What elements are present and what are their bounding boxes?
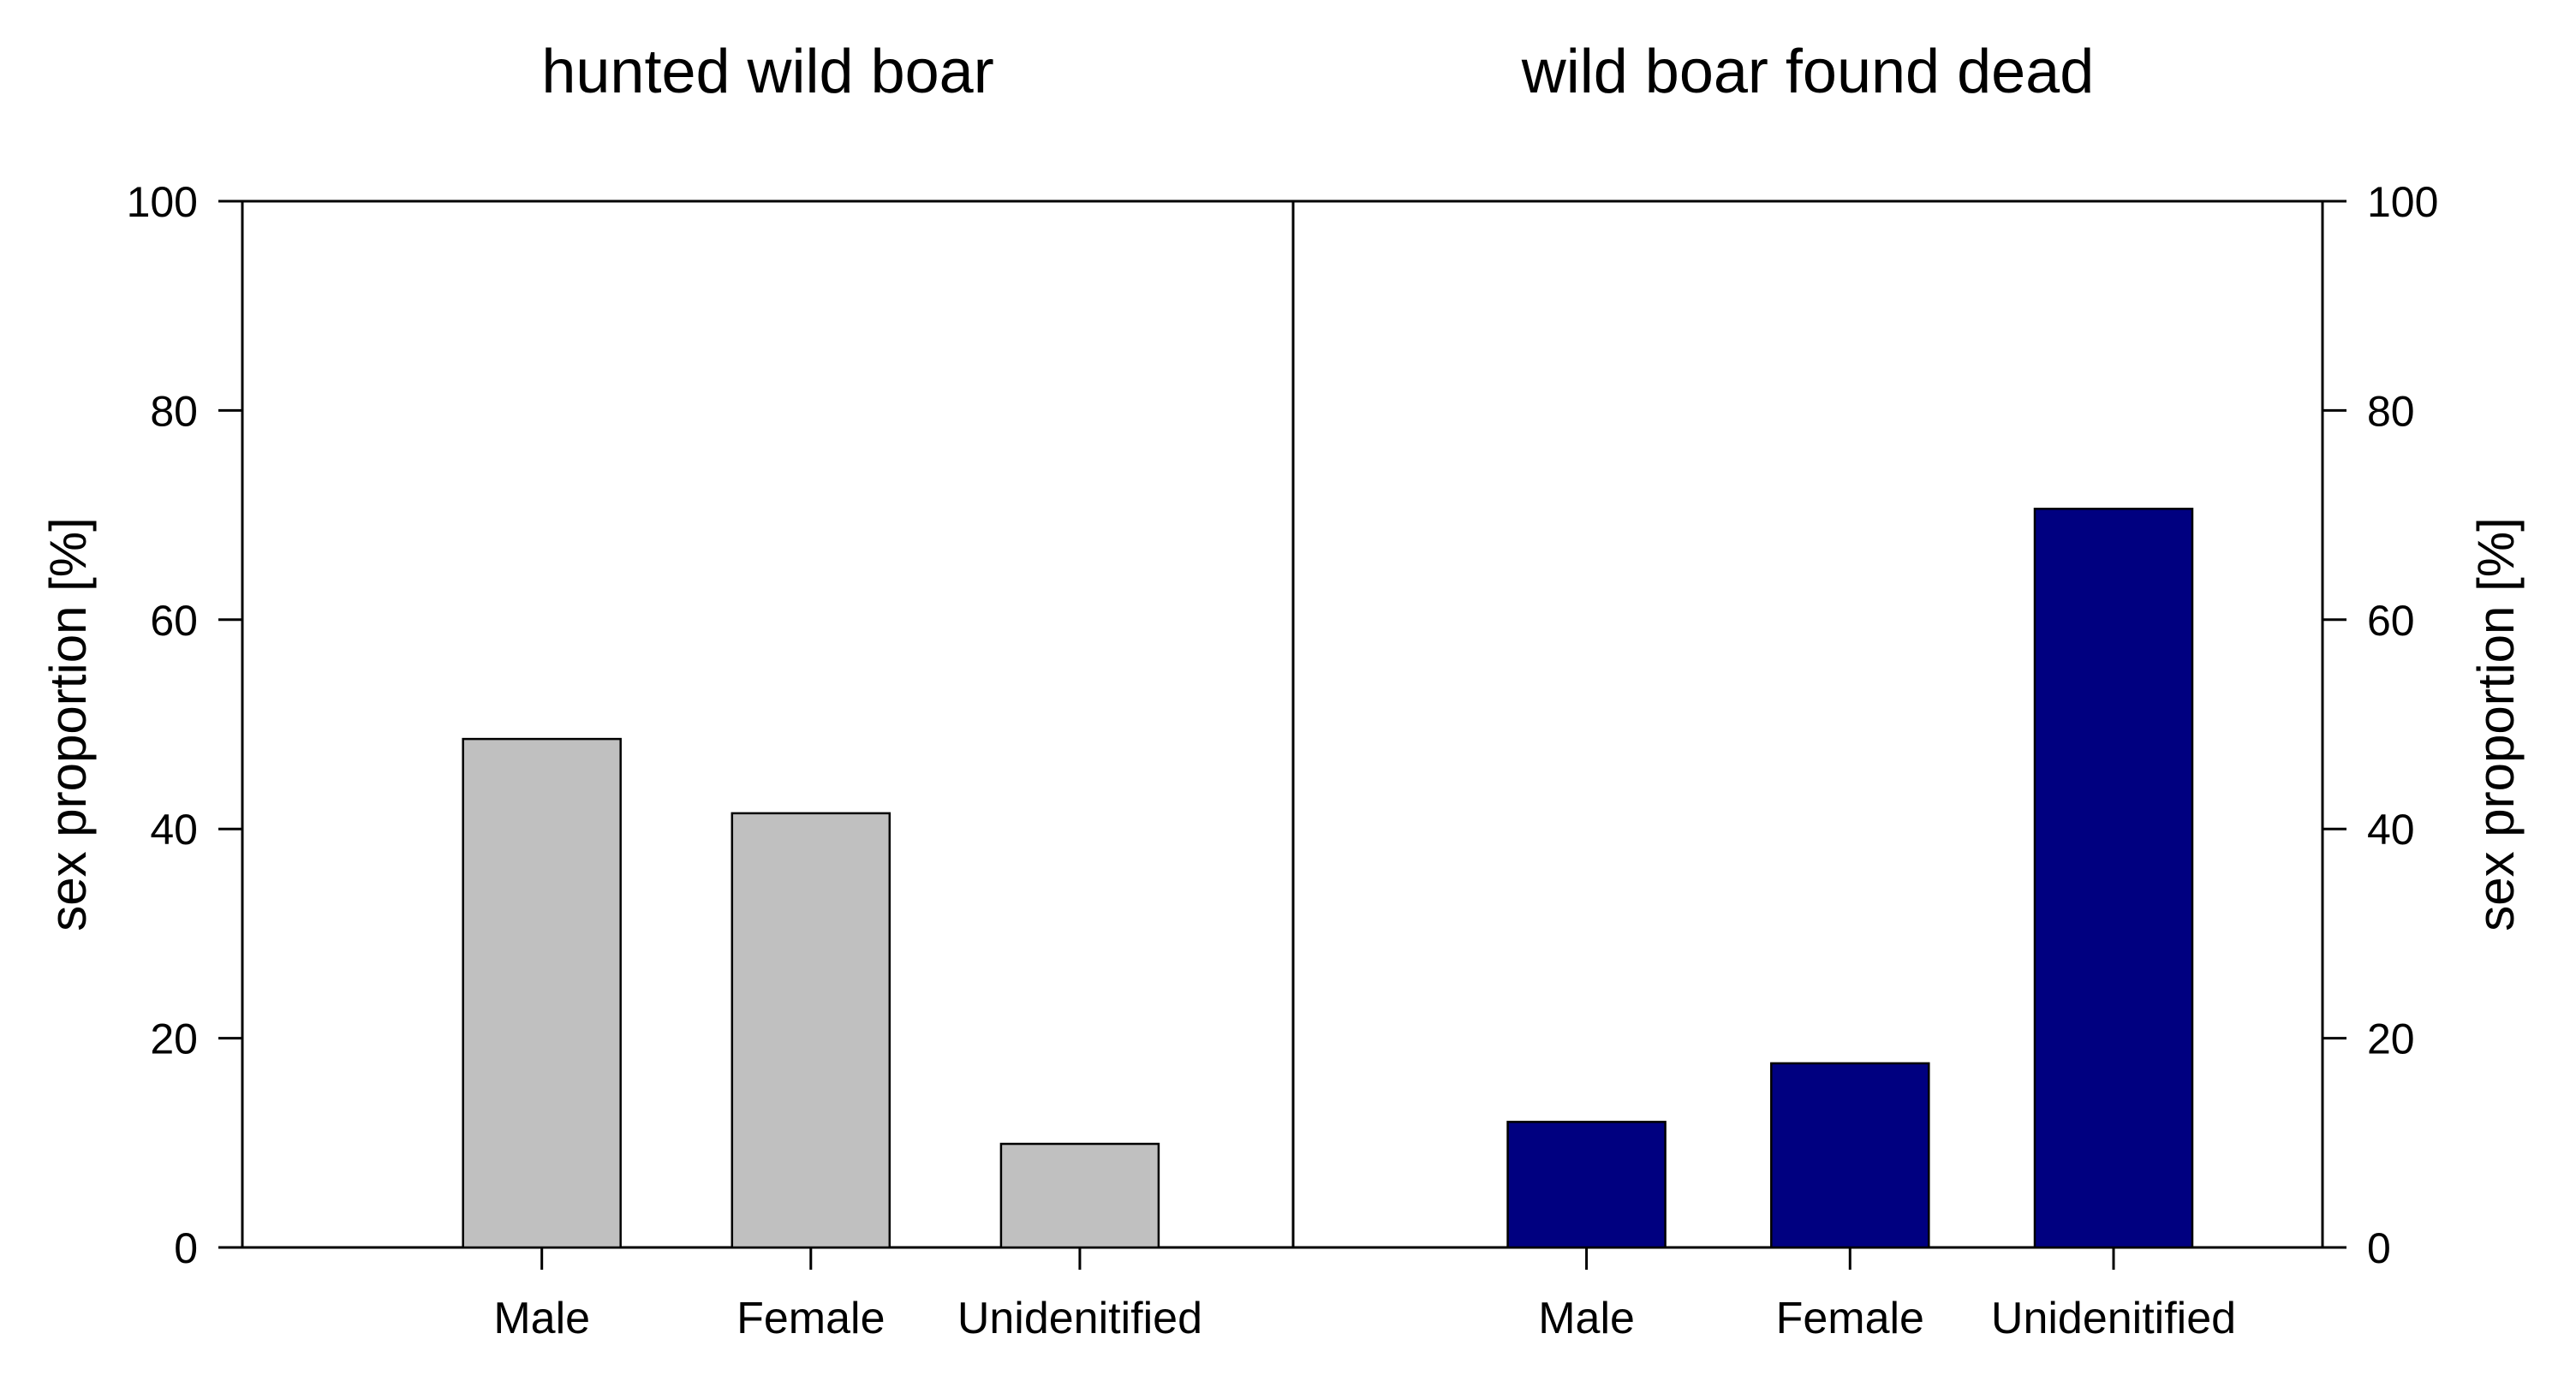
bar-female: [730, 812, 891, 1249]
y-tick-label: 40: [2367, 806, 2415, 854]
y-tick-label: 20: [2367, 1015, 2415, 1063]
y-tick-label: 0: [174, 1224, 198, 1272]
x-tick-label: Male: [493, 1294, 590, 1343]
y-tick-label: 60: [150, 597, 198, 645]
hunted-wild-boar-panel: hunted wild boar 0 20 40 60 80 100 sex proporti…: [39, 38, 1293, 1343]
x-tick-label: Unidenitified: [1991, 1294, 2236, 1343]
panel-title: hunted wild boar: [541, 38, 993, 106]
bar-male: [462, 737, 622, 1249]
bar-unidenitified: [2033, 508, 2194, 1249]
y-tick-label: 80: [150, 387, 198, 435]
y-tick-label: 80: [2367, 387, 2415, 435]
y-tick-label: 20: [150, 1015, 198, 1063]
y-tick-label: 40: [150, 806, 198, 854]
x-tick-label: Female: [1776, 1294, 1924, 1343]
x-tick-label: Unidenitified: [957, 1294, 1202, 1343]
y-axis-label: sex proportion [%]: [2467, 517, 2525, 932]
panel-title: wild boar found dead: [1521, 38, 2095, 106]
y-tick-label: 100: [127, 178, 198, 226]
y-axis-label: sex proportion [%]: [39, 517, 97, 932]
bar-female: [1770, 1062, 1930, 1249]
y-tick-label: 100: [2367, 178, 2438, 226]
bar-unidenitified: [999, 1142, 1160, 1249]
x-tick-label: Female: [736, 1294, 885, 1343]
x-tick-label: Male: [1538, 1294, 1635, 1343]
wild-boar-found-dead-panel: wild boar found dead 0 20 40 60 80 100 sex prop…: [1291, 38, 2525, 1343]
bar-male: [1506, 1121, 1667, 1249]
y-tick-label: 60: [2367, 597, 2415, 645]
y-tick-label: 0: [2367, 1224, 2391, 1272]
